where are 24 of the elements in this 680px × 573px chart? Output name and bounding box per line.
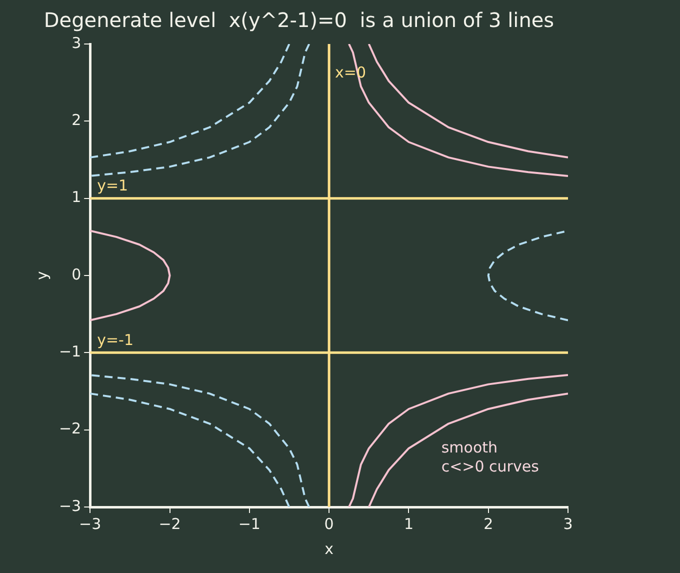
x-tick-label: 1 xyxy=(404,514,414,533)
y-tick-label: 2 xyxy=(72,111,82,130)
chart-title: Degenerate level x(y^2-1)=0 is a union of 3 lines xyxy=(44,8,554,32)
x-tick-label: 2 xyxy=(484,514,494,533)
annotation: smooth c<>0 curves xyxy=(441,438,540,476)
y-tick-label: 3 xyxy=(72,34,82,52)
ref-line-label: y=-1 xyxy=(97,331,134,350)
line-series xyxy=(487,230,568,322)
ref-line-label: y=1 xyxy=(97,176,128,195)
y-tick-label: 0 xyxy=(72,265,82,284)
x-tick-label: −2 xyxy=(158,514,181,533)
y-tick-label: 1 xyxy=(72,188,82,206)
y-tick-label: −1 xyxy=(58,342,82,361)
x-tick-label: 0 xyxy=(324,514,334,533)
x-axis-title: x xyxy=(324,540,334,558)
x-tick-label: 3 xyxy=(563,514,573,533)
line-series xyxy=(90,374,310,507)
y-tick-label: −2 xyxy=(58,420,82,438)
line-series xyxy=(90,44,290,158)
y-axis-title: y xyxy=(32,270,51,280)
x-tick-label: −1 xyxy=(238,514,260,533)
y-tick-label: −3 xyxy=(58,496,82,515)
line-series xyxy=(90,392,290,507)
line-series xyxy=(90,44,310,177)
